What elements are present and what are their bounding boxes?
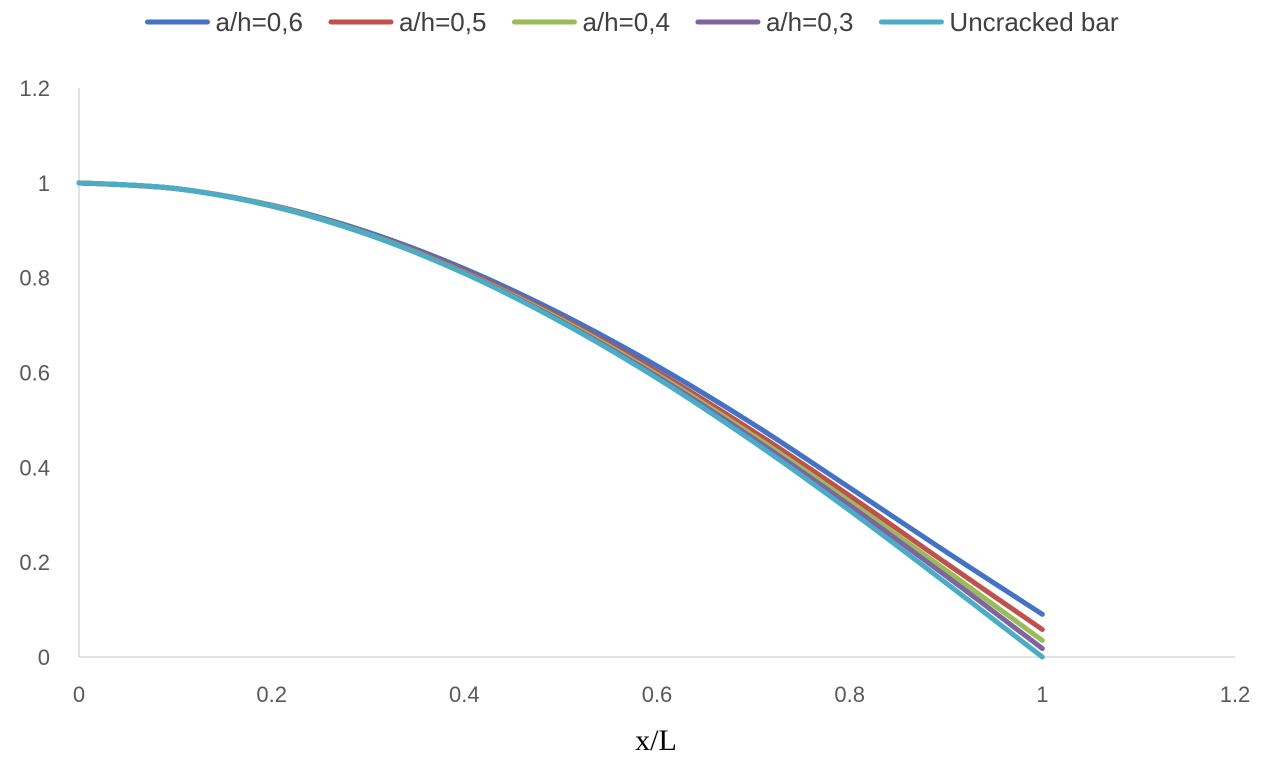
series-lines [76,180,1045,660]
x-tick-label: 0 [73,682,85,707]
legend-item-4: a/h=0,3 [695,7,853,37]
legend-label: a/h=0,6 [215,7,302,37]
y-tick-label: 1 [38,171,50,196]
legend-label: a/h=0,3 [766,7,853,37]
y-tick-label: 1.2 [19,76,50,101]
x-tick-label: 0.4 [449,682,480,707]
y-tick-label: 0.8 [19,266,50,291]
series-line-4 [76,180,1045,651]
legend-item-5: Uncracked bar [878,7,1119,37]
legend-item-1: a/h=0,6 [144,7,303,37]
series-line-2 [76,180,1045,632]
legend-label: Uncracked bar [949,7,1118,37]
legend-label: a/h=0,5 [399,7,486,37]
x-axis-tick-labels: 0 0.2 0.4 0.6 0.8 1 1.2 [73,682,1250,707]
x-tick-label: 0.6 [642,682,673,707]
x-tick-label: 1 [1036,682,1048,707]
x-tick-label: 0.2 [256,682,287,707]
x-axis-title: x/L [635,724,677,757]
x-tick-label: 0.8 [834,682,865,707]
y-tick-label: 0 [38,645,50,670]
y-tick-label: 0.6 [19,361,50,386]
legend-item-2: a/h=0,5 [328,7,486,37]
y-tick-label: 0.2 [19,550,50,575]
legend-item-3: a/h=0,4 [511,7,670,37]
y-axis-tick-labels: 0 0.2 0.4 0.6 0.8 1 1.2 [19,76,50,670]
y-tick-label: 0.4 [19,455,50,480]
series-line-1 [76,180,1045,617]
chart-legend: a/h=0,6 a/h=0,5 a/h=0,4 a/h=0,3 Uncracked ba… [144,7,1119,37]
legend-label: a/h=0,4 [582,7,669,37]
series-line-3 [76,180,1045,643]
x-tick-label: 1.2 [1220,682,1251,707]
series-line-5 [76,180,1045,660]
